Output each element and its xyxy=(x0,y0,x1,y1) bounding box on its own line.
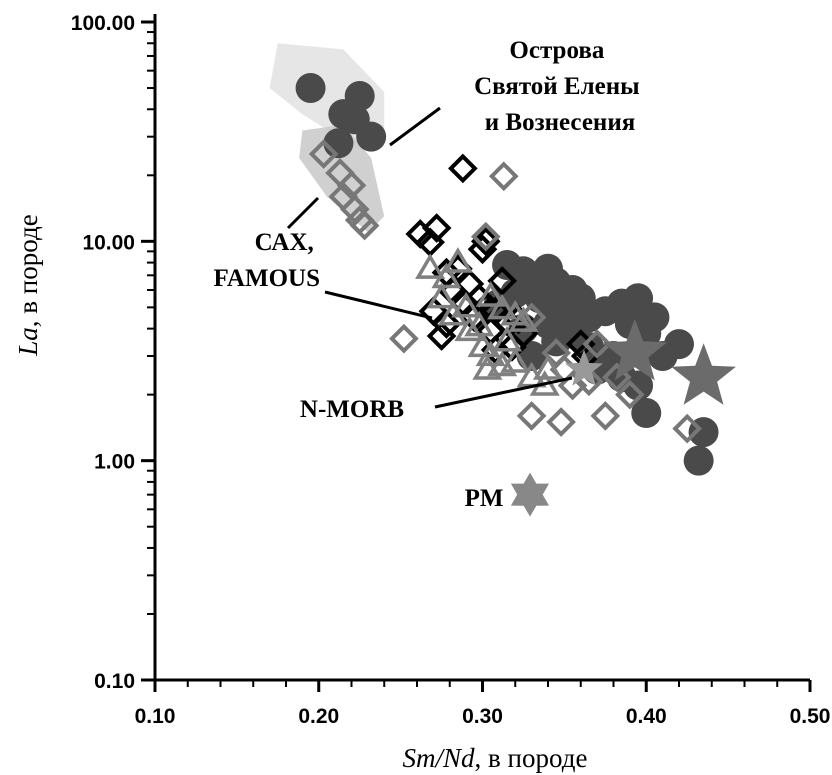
x-tick-label-3: 0.40 xyxy=(626,705,667,728)
data-point-diamond-2-16 xyxy=(582,329,612,359)
data-point-diamond-1-13 xyxy=(426,321,457,351)
data-point-diamond-1-0 xyxy=(448,153,478,184)
annotation-cax-line-1: САХ, xyxy=(255,229,314,256)
data-point-diamond-1-1 xyxy=(421,213,452,243)
data-point-diamond-2-11 xyxy=(546,407,576,437)
data-point-diamond-2-0 xyxy=(308,139,339,169)
y-tick-label-3: 100.00 xyxy=(71,12,135,35)
data-point-diamond-1-14 xyxy=(470,226,501,257)
data-point-triangle-3-14 xyxy=(500,347,531,373)
data-point-diamond-2-12 xyxy=(590,401,621,431)
leader-cax-lower xyxy=(324,290,433,320)
data-point-diamond-2-7 xyxy=(389,323,419,354)
y-tick-label-1: 1.00 xyxy=(94,451,135,474)
data-point-star-4-1 xyxy=(602,318,668,381)
data-point-circle-0-36 xyxy=(683,445,714,476)
x-tick-label-1: 0.20 xyxy=(298,705,339,728)
data-point-triangle-3-20 xyxy=(472,354,503,380)
data-point-diamond-2-18 xyxy=(615,379,645,410)
data-point-star-5-0 xyxy=(565,349,603,386)
x-tick-label-2: 0.30 xyxy=(462,705,503,728)
leader-lines xyxy=(286,106,573,409)
data-point-circle-0-27 xyxy=(639,302,670,333)
annotation-cax-line-2: FAMOUS xyxy=(214,265,320,292)
annotation-cax: САХ, FAMOUS xyxy=(214,229,320,292)
leader-islands xyxy=(389,106,441,147)
y-tick-label-0: 0.10 xyxy=(94,670,135,693)
data-point-hexstar-6-0 xyxy=(510,472,549,517)
data-point-diamond-2-10 xyxy=(516,401,547,431)
annotation-islands-line-2: Святой Елены xyxy=(474,73,640,100)
annotation-islands: Острова Святой Елены и Вознесения xyxy=(474,37,646,136)
data-point-triangle-3-12 xyxy=(454,315,485,342)
data-point-diamond-2-8 xyxy=(488,161,519,192)
axes: 0.10 0.20 0.30 0.40 0.50 0.10 1.00 10.00 100.00 xyxy=(71,12,831,728)
data-point-diamond-1-7 xyxy=(448,286,478,317)
y-axis-title-main: La xyxy=(13,327,43,357)
data-point-triangle-3-7 xyxy=(475,281,506,307)
data-point-circle-0-5 xyxy=(339,104,370,135)
y-tick-label-2: 10.00 xyxy=(82,231,135,254)
data-point-triangle-3-8 xyxy=(487,293,518,320)
data-point-triangle-3-2 xyxy=(442,247,473,273)
data-point-triangle-3-18 xyxy=(532,354,564,380)
data-point-triangle-3-3 xyxy=(426,282,457,309)
x-axis-title: Sm/Nd, в породе xyxy=(403,743,588,773)
data-point-diamond-2-15 xyxy=(672,413,703,444)
annotation-pm: PM xyxy=(465,485,504,512)
data-point-circle-0-31 xyxy=(631,397,662,428)
data-point-diamond-1-16 xyxy=(487,266,517,296)
data-point-triangle-3-5 xyxy=(451,291,482,318)
annotation-islands-line-1: Острова xyxy=(509,37,604,64)
data-point-diamond-2-6 xyxy=(349,210,380,241)
data-point-triangle-3-19 xyxy=(508,306,539,332)
leader-nmorb xyxy=(434,376,573,409)
x-tick-label-0: 0.10 xyxy=(135,705,176,728)
points-layer xyxy=(295,73,736,517)
data-point-star-4-0 xyxy=(671,343,736,405)
x-axis-title-suffix: , в породе xyxy=(475,743,588,773)
data-point-triangle-3-0 xyxy=(415,253,446,279)
x-axis-title-main: Sm/Nd xyxy=(403,743,476,773)
y-axis-title: La, в породе xyxy=(13,214,43,356)
x-tick-label-4: 0.50 xyxy=(790,705,831,728)
data-point-circle-0-29 xyxy=(664,329,694,360)
data-point-triangle-3-10 xyxy=(492,325,523,352)
data-point-triangle-3-4 xyxy=(437,299,469,326)
annotation-nmorb: N-MORB xyxy=(300,396,404,423)
data-point-diamond-2-9 xyxy=(470,221,501,252)
leader-cax-upper xyxy=(286,196,320,230)
data-point-triangle-3-1 xyxy=(431,262,462,289)
data-point-diamond-2-2 xyxy=(336,170,367,201)
annotation-islands-line-3: и Вознесения xyxy=(485,109,636,136)
data-point-triangle-3-17 xyxy=(487,350,518,377)
data-point-circle-0-0 xyxy=(295,73,326,104)
y-axis-title-suffix: , в породе xyxy=(13,214,43,327)
